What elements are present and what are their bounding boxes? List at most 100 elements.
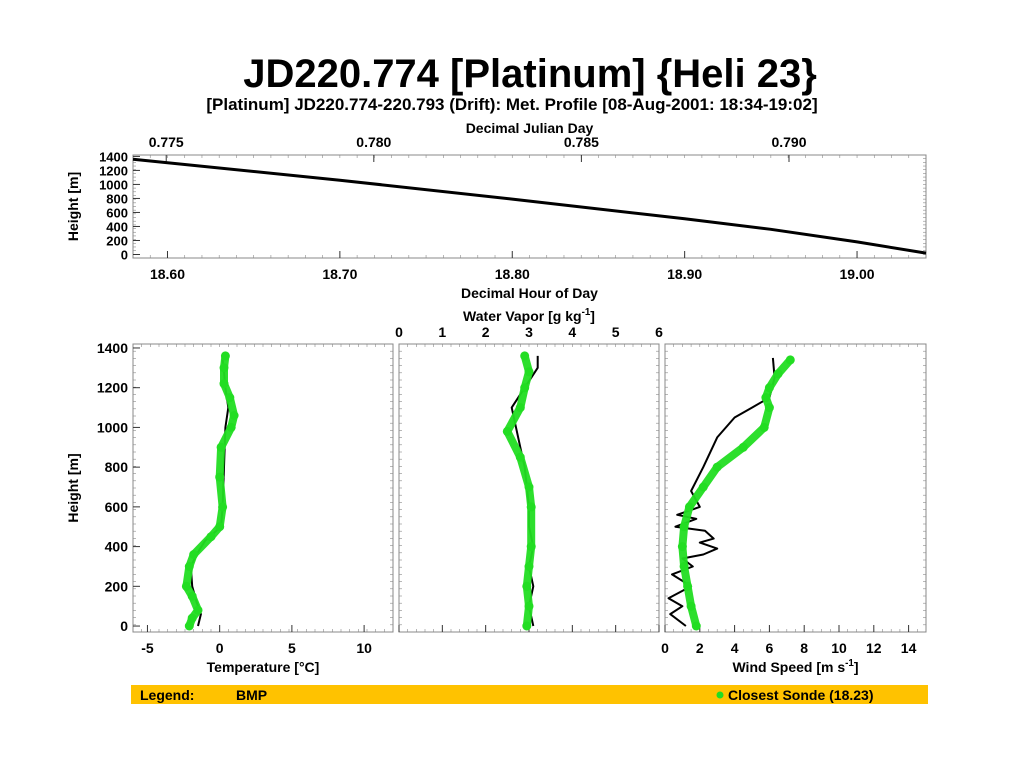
y-tick-label: 0 [121,247,128,262]
y-tick-label: 1400 [97,340,128,356]
y-tick-label: 1200 [99,163,128,178]
sonde-point [679,562,689,571]
y-tick-label: 600 [106,205,128,220]
sonde-point [764,403,774,413]
x-tick-label: 4 [731,640,739,656]
sonde-point [686,601,696,611]
sonde-point [219,363,229,373]
x-axis-title: Temperature [°C] [207,659,320,675]
y-tick-label: 1000 [97,419,128,435]
y-tick-label: 0 [120,618,128,634]
x-tick-label: -5 [141,640,154,656]
data-points [181,351,795,631]
sonde-point [764,383,774,393]
sonde-point [184,562,194,571]
x2-tick-label: 0.775 [149,134,184,150]
x-tick-label: 6 [766,640,774,656]
sonde-point [759,422,769,432]
sonde-point [219,379,229,389]
sonde-point [187,613,197,623]
sonde-point [225,393,235,403]
axis-text: 18.60 18.70 18.80 18.90 19.00 0.775 0.780 0.785… [65,120,917,675]
axis-ticks [132,154,927,633]
sonde-point [220,351,230,361]
drift-height-line [132,157,927,255]
y-tick-label: 1000 [99,177,128,192]
sonde-point [522,621,532,631]
x2-tick-label: 0.785 [564,134,599,150]
sonde-point [691,621,701,631]
sonde-point [677,542,687,552]
x-tick-label: 5 [612,324,620,340]
sonde-point [515,452,525,462]
sonde-point [785,355,795,365]
y-tick-label: 800 [105,459,129,475]
sonde-point [524,601,534,611]
legend-bmp-label: BMP [236,687,267,703]
x-tick-label: 19.00 [840,266,875,282]
y-tick-label: 200 [105,578,129,594]
x-tick-label: 0 [395,324,403,340]
sonde-point [218,502,228,512]
sonde-point [181,581,191,591]
x-tick-label: 2 [482,324,490,340]
sonde-point [524,367,534,377]
sonde-point [184,621,194,631]
sonde-point [526,502,536,512]
sonde-point [215,472,225,482]
sonde-point [226,422,236,432]
slide-title: JD220.774 [Platinum] {Heli 23} [243,52,817,96]
x-tick-label: 2 [696,640,704,656]
x-tick-label: 4 [568,324,576,340]
x-tick-label: 18.90 [667,266,702,282]
sonde-point [229,411,239,420]
legend-label: Legend: [140,687,194,703]
x-axis-title: Decimal Hour of Day [461,285,598,301]
sonde-point [738,442,748,452]
x-tick-label: 6 [655,324,663,340]
sonde-point [189,550,199,559]
plot-frame-1 [132,343,394,633]
sonde-point [520,383,530,393]
legend-background [131,685,928,704]
sonde-point [526,542,536,552]
x-tick-label: 10 [356,640,372,656]
sonde-point [206,532,216,542]
x-tick-label: 0 [216,640,224,656]
y-tick-label: 400 [105,539,129,555]
legend-sonde-marker [716,691,724,699]
sonde-point [773,369,783,379]
x-tick-label: 0 [661,640,669,656]
x-tick-label: 3 [525,324,533,340]
y-axis-title: Height [m] [65,172,81,241]
sonde-point [679,522,689,532]
x-tick-label: 10 [831,640,847,656]
sonde-point [698,482,708,492]
y-tick-label: 800 [106,191,128,206]
x-axis-title: Water Vapor [g kg-1] [463,307,595,324]
sonde-point [502,426,512,436]
sonde-profile-line [678,355,795,630]
sonde-point [515,403,525,413]
x-axis-title: Wind Speed [m s-1] [732,658,858,675]
sonde-point [216,442,226,452]
y-axis-title: Height [m] [65,453,81,522]
y-tick-label: 600 [105,499,129,515]
x-tick-label: 14 [901,640,917,656]
x-tick-label: 18.60 [150,266,185,282]
x-tick-label: 12 [866,640,882,656]
x2-axis-title: Decimal Julian Day [466,120,594,136]
sonde-point [712,462,722,472]
sonde-point [522,581,532,591]
sonde-point [683,581,693,591]
x-tick-label: 18.70 [322,266,357,282]
x-tick-label: 5 [288,640,296,656]
y-tick-label: 400 [106,219,128,234]
y-tick-label: 200 [106,233,128,248]
sonde-point [524,482,534,492]
x-tick-label: 1 [438,324,446,340]
sonde-point [684,502,694,512]
y-tick-label: 1200 [97,380,128,396]
legend-sonde-label: Closest Sonde (18.23) [728,687,874,703]
